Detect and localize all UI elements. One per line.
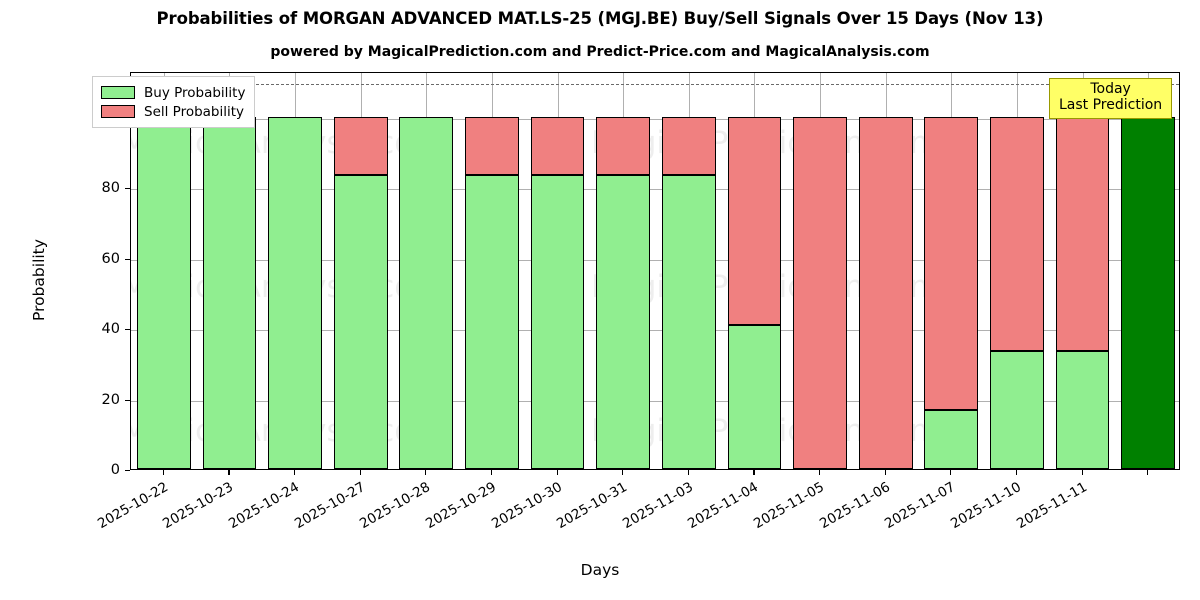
- y-axis-tick-label: 60: [101, 250, 120, 267]
- bar-segment-buy[interactable]: [924, 410, 979, 469]
- bar-segment-buy[interactable]: [990, 351, 1044, 469]
- bar-group[interactable]: [1055, 73, 1110, 469]
- y-axis-tick: [125, 399, 130, 401]
- x-axis-tick: [819, 470, 821, 475]
- legend-label-buy: Buy Probability: [144, 84, 246, 101]
- chart-subtitle: powered by MagicalPrediction.com and Pre…: [270, 44, 930, 60]
- y-axis-tick-label: 80: [101, 180, 120, 197]
- bar-segment-buy[interactable]: [727, 324, 782, 469]
- y-axis-tick: [125, 329, 130, 331]
- bar-segment-buy[interactable]: [1055, 351, 1110, 469]
- bar-group[interactable]: [596, 73, 651, 469]
- bar-segment-buy[interactable]: [399, 116, 454, 469]
- x-axis-tick: [622, 470, 624, 475]
- bar-group[interactable]: [1121, 73, 1176, 469]
- x-axis-tick: [1081, 470, 1083, 475]
- legend-item-buy: Buy Probability: [101, 83, 245, 102]
- bar-segment-sell[interactable]: [727, 116, 782, 325]
- bar-group[interactable]: [793, 73, 847, 469]
- x-axis-tick: [687, 470, 689, 475]
- bar-group[interactable]: [990, 73, 1044, 469]
- x-axis-tick: [162, 470, 164, 475]
- bar-group[interactable]: [136, 73, 191, 469]
- bar-segment-sell[interactable]: [793, 116, 847, 469]
- bar-group[interactable]: [465, 73, 519, 469]
- x-axis-tick: [950, 470, 952, 475]
- bar-segment-sell[interactable]: [1055, 116, 1110, 352]
- today-annotation-line2: Last Prediction: [1059, 96, 1163, 113]
- gridline-horizontal: [131, 189, 1179, 191]
- bar-segment-buy[interactable]: [333, 175, 388, 469]
- bar-group[interactable]: [399, 73, 454, 469]
- bar-segment-sell[interactable]: [924, 116, 979, 411]
- bar-segment-sell[interactable]: [990, 116, 1044, 352]
- legend-label-sell: Sell Probability: [144, 103, 245, 120]
- today-annotation-line1: Today: [1090, 81, 1131, 97]
- x-axis-tick: [359, 470, 361, 475]
- y-axis-tick: [125, 258, 130, 260]
- bar-group[interactable]: [530, 73, 585, 469]
- bar-segment-sell[interactable]: [858, 116, 913, 469]
- bar-group[interactable]: [268, 73, 322, 469]
- legend-item-sell: Sell Probability: [101, 102, 245, 121]
- bar-segment-sell[interactable]: [333, 116, 388, 176]
- x-axis-tick: [425, 470, 427, 475]
- bar-segment-sell[interactable]: [661, 116, 716, 176]
- gridline-horizontal: [131, 259, 1179, 261]
- bar-segment-sell[interactable]: [530, 116, 585, 176]
- bars-layer: [131, 73, 1179, 469]
- x-axis-label: Days: [580, 561, 620, 579]
- bar-group[interactable]: [661, 73, 716, 469]
- y-axis-tick-label: 0: [110, 462, 120, 478]
- gridline-horizontal: [131, 118, 1179, 120]
- bar-segment-buy[interactable]: [136, 116, 191, 469]
- x-axis-tick: [753, 470, 755, 475]
- x-axis-tick: [556, 470, 558, 475]
- reference-line: [131, 83, 1179, 85]
- legend-swatch-sell-icon: [101, 105, 135, 118]
- bar-segment-buy[interactable]: [268, 116, 322, 469]
- bar-group[interactable]: [924, 73, 979, 469]
- bar-group[interactable]: [333, 73, 388, 469]
- legend-swatch-buy-icon: [101, 86, 135, 99]
- chart-legend: Buy Probability Sell Probability: [92, 76, 256, 128]
- bar-segment-sell[interactable]: [596, 116, 651, 176]
- today-annotation: Today Last Prediction: [1049, 78, 1173, 120]
- x-axis-tick: [294, 470, 296, 475]
- bar-group[interactable]: [858, 73, 913, 469]
- bar-segment-buy[interactable]: [661, 175, 716, 469]
- x-axis-tick: [228, 470, 230, 475]
- y-axis-tick-label: 40: [101, 321, 120, 338]
- bar-segment-today[interactable]: [1121, 116, 1176, 469]
- bar-group[interactable]: [202, 73, 257, 469]
- y-axis-tick: [125, 470, 130, 472]
- bar-segment-buy[interactable]: [596, 175, 651, 469]
- x-axis-tick: [1147, 470, 1149, 475]
- y-axis-tick-label: 20: [101, 391, 120, 408]
- plot-area: MagicalAnalysis.comMagicalPrediction.com…: [130, 72, 1180, 470]
- chart-title: Probabilities of MORGAN ADVANCED MAT.LS-…: [156, 9, 1044, 28]
- x-axis-tick: [884, 470, 886, 475]
- y-axis-tick: [125, 188, 130, 190]
- bar-segment-buy[interactable]: [202, 116, 257, 469]
- x-axis-tick: [490, 470, 493, 475]
- gridline-horizontal: [131, 400, 1179, 402]
- bar-group[interactable]: [727, 73, 782, 469]
- bar-segment-buy[interactable]: [465, 175, 519, 469]
- gridline-horizontal: [131, 330, 1179, 332]
- x-axis-tick: [1015, 470, 1018, 475]
- bar-segment-buy[interactable]: [530, 175, 585, 469]
- bar-segment-sell[interactable]: [465, 116, 519, 176]
